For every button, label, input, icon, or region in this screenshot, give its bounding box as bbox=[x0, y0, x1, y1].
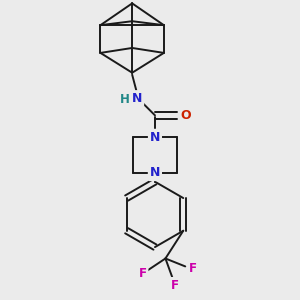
Text: F: F bbox=[189, 262, 197, 275]
Text: N: N bbox=[150, 130, 160, 144]
Text: N: N bbox=[150, 165, 160, 178]
Text: F: F bbox=[171, 279, 179, 292]
Text: N: N bbox=[150, 166, 160, 179]
Text: O: O bbox=[180, 109, 191, 122]
Text: N: N bbox=[132, 92, 142, 105]
Text: H: H bbox=[120, 93, 130, 106]
Text: F: F bbox=[139, 267, 147, 280]
